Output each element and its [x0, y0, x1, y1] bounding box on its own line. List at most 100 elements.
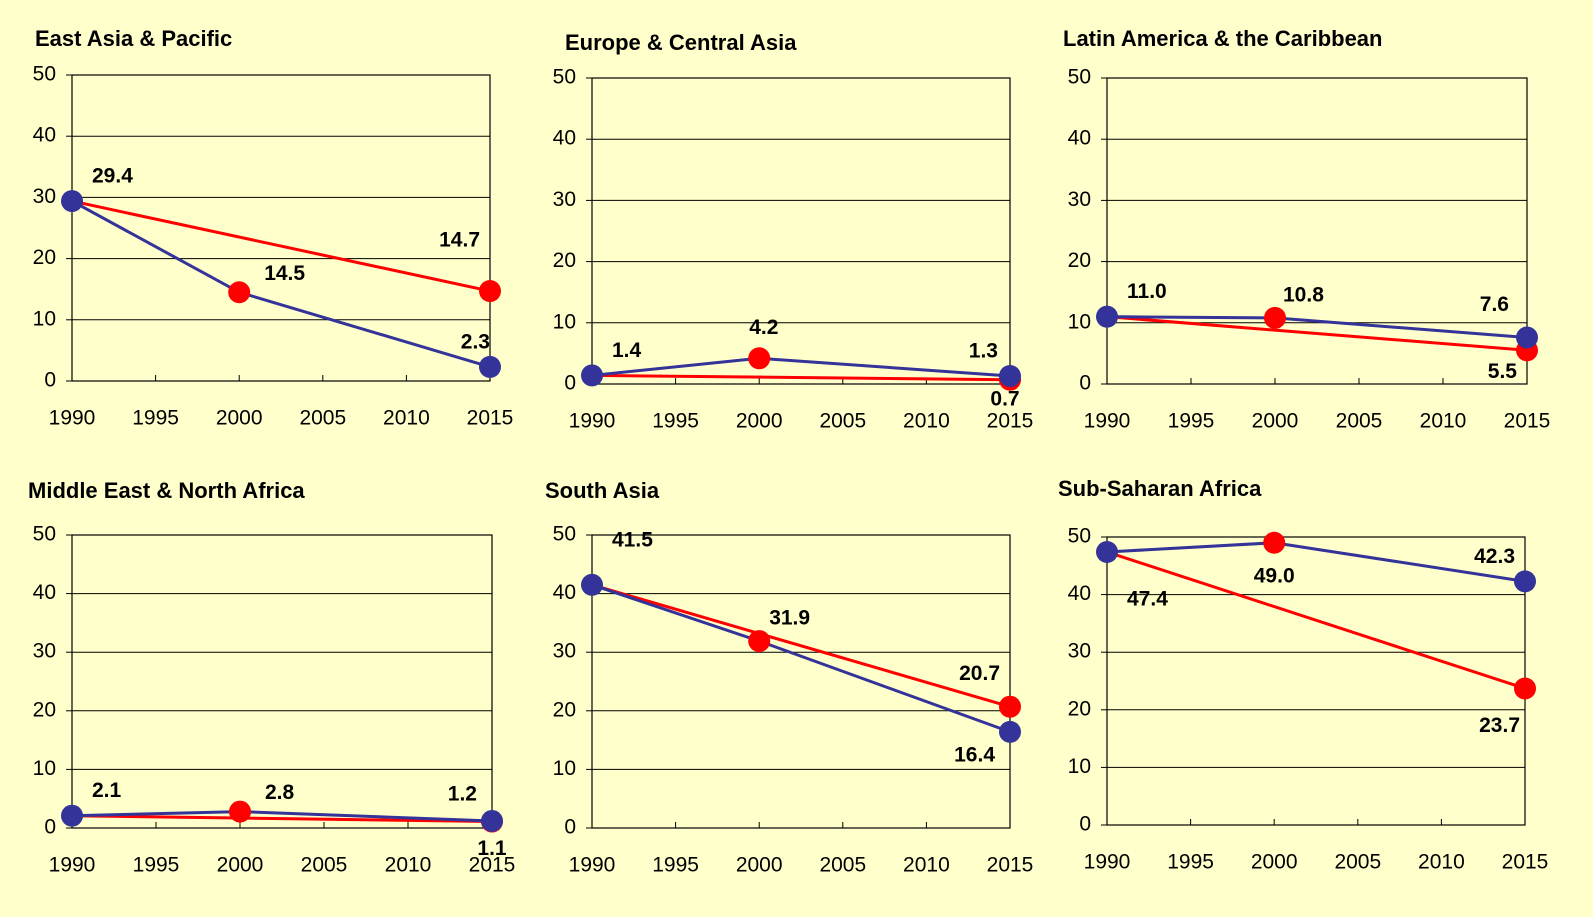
y-tick-label: 0	[44, 369, 56, 392]
value-label: 31.9	[769, 607, 810, 630]
x-tick-label: 2000	[216, 407, 263, 430]
x-tick-label: 1995	[652, 854, 699, 877]
marker	[1514, 677, 1536, 700]
y-tick-label: 20	[553, 698, 576, 721]
y-tick-label: 20	[1068, 249, 1091, 272]
marker	[1264, 306, 1286, 329]
marker	[228, 281, 251, 304]
x-tick-label: 2015	[467, 407, 514, 430]
x-tick-label: 1990	[1084, 851, 1131, 874]
y-tick-label: 30	[553, 188, 576, 211]
value-label: 41.5	[612, 528, 653, 551]
y-tick-label: 40	[1068, 582, 1091, 605]
x-tick-label: 1990	[49, 407, 96, 430]
value-label: 49.0	[1254, 564, 1295, 587]
y-tick-label: 20	[553, 249, 576, 272]
x-tick-label: 2010	[1418, 851, 1465, 874]
y-tick-label: 10	[553, 310, 576, 333]
marker	[748, 347, 771, 370]
x-tick-label: 2000	[736, 854, 783, 877]
x-tick-label: 2005	[819, 854, 866, 877]
marker	[61, 190, 83, 213]
y-tick-label: 10	[33, 307, 56, 330]
x-tick-label: 2005	[299, 407, 346, 430]
line	[71, 814, 493, 824]
x-tick-label: 1995	[132, 407, 179, 430]
x-tick-label: 2015	[469, 854, 516, 877]
x-tick-label: 2010	[383, 407, 430, 430]
marker	[479, 280, 501, 303]
plot-frame	[71, 74, 491, 382]
plot-frame	[591, 77, 1011, 385]
value-label: 20.7	[959, 662, 1000, 685]
y-tick-label: 0	[44, 816, 56, 839]
marker	[581, 573, 603, 596]
x-tick-label: 1995	[1168, 410, 1215, 433]
marker	[229, 800, 251, 823]
y-tick-label: 30	[553, 640, 576, 663]
y-tick-label: 0	[564, 816, 576, 839]
value-label: 16.4	[954, 743, 995, 766]
y-tick-label: 40	[553, 127, 576, 150]
x-tick-label: 2000	[1252, 410, 1299, 433]
marker	[748, 630, 771, 653]
marker	[479, 355, 501, 378]
y-tick-label: 40	[33, 124, 56, 147]
marker	[999, 695, 1021, 718]
y-tick-label: 20	[33, 698, 56, 721]
y-tick-label: 0	[1079, 372, 1091, 395]
y-tick-label: 40	[553, 581, 576, 604]
y-tick-label: 30	[1068, 188, 1091, 211]
y-tick-label: 20	[33, 246, 56, 269]
value-label: 2.8	[265, 781, 295, 804]
x-tick-label: 2005	[1336, 410, 1383, 433]
x-tick-label: 2015	[1502, 851, 1549, 874]
chart-title: Latin America & the Caribbean	[1063, 26, 1382, 51]
y-tick-label: 0	[1079, 813, 1091, 836]
y-tick-label: 10	[1068, 310, 1091, 333]
x-tick-label: 2015	[987, 854, 1034, 877]
value-label: 2.3	[461, 330, 490, 353]
chart-title: Europe & Central Asia	[565, 30, 797, 55]
chart-title: South Asia	[545, 478, 660, 503]
x-tick-label: 1995	[1167, 851, 1214, 874]
x-tick-label: 2010	[1420, 410, 1467, 433]
value-label: 1.1	[477, 837, 507, 860]
y-tick-label: 50	[1068, 525, 1091, 548]
marker	[61, 804, 83, 827]
y-tick-label: 50	[553, 66, 576, 89]
x-tick-label: 2000	[217, 854, 264, 877]
x-tick-label: 2000	[1251, 851, 1298, 874]
y-tick-label: 50	[33, 63, 56, 86]
y-tick-label: 30	[33, 640, 56, 663]
x-tick-label: 2000	[736, 410, 783, 433]
value-label: 42.3	[1474, 545, 1515, 568]
x-tick-label: 2005	[1334, 851, 1381, 874]
x-tick-label: 1995	[652, 410, 699, 433]
y-tick-label: 30	[1068, 640, 1091, 663]
line	[591, 583, 1011, 709]
marker	[1263, 531, 1286, 554]
value-label: 1.3	[969, 340, 998, 363]
y-tick-label: 20	[1068, 697, 1091, 720]
line	[1106, 315, 1528, 352]
marker	[1096, 540, 1118, 563]
x-tick-label: 2015	[987, 410, 1034, 433]
marker	[999, 365, 1021, 388]
value-label: 5.5	[1488, 360, 1518, 383]
value-label: 4.2	[749, 316, 778, 339]
value-label: 2.1	[92, 779, 122, 802]
chart-title: Sub-Saharan Africa	[1058, 476, 1262, 501]
chart-title: Middle East & North Africa	[28, 478, 305, 503]
x-tick-label: 1990	[569, 854, 616, 877]
x-tick-label: 2010	[903, 410, 950, 433]
marker	[581, 364, 603, 387]
x-tick-label: 2010	[903, 854, 950, 877]
line	[71, 199, 491, 293]
y-tick-label: 50	[553, 523, 576, 546]
chart-title: East Asia & Pacific	[35, 26, 232, 51]
value-label: 0.7	[990, 387, 1019, 410]
value-label: 47.4	[1127, 588, 1168, 611]
